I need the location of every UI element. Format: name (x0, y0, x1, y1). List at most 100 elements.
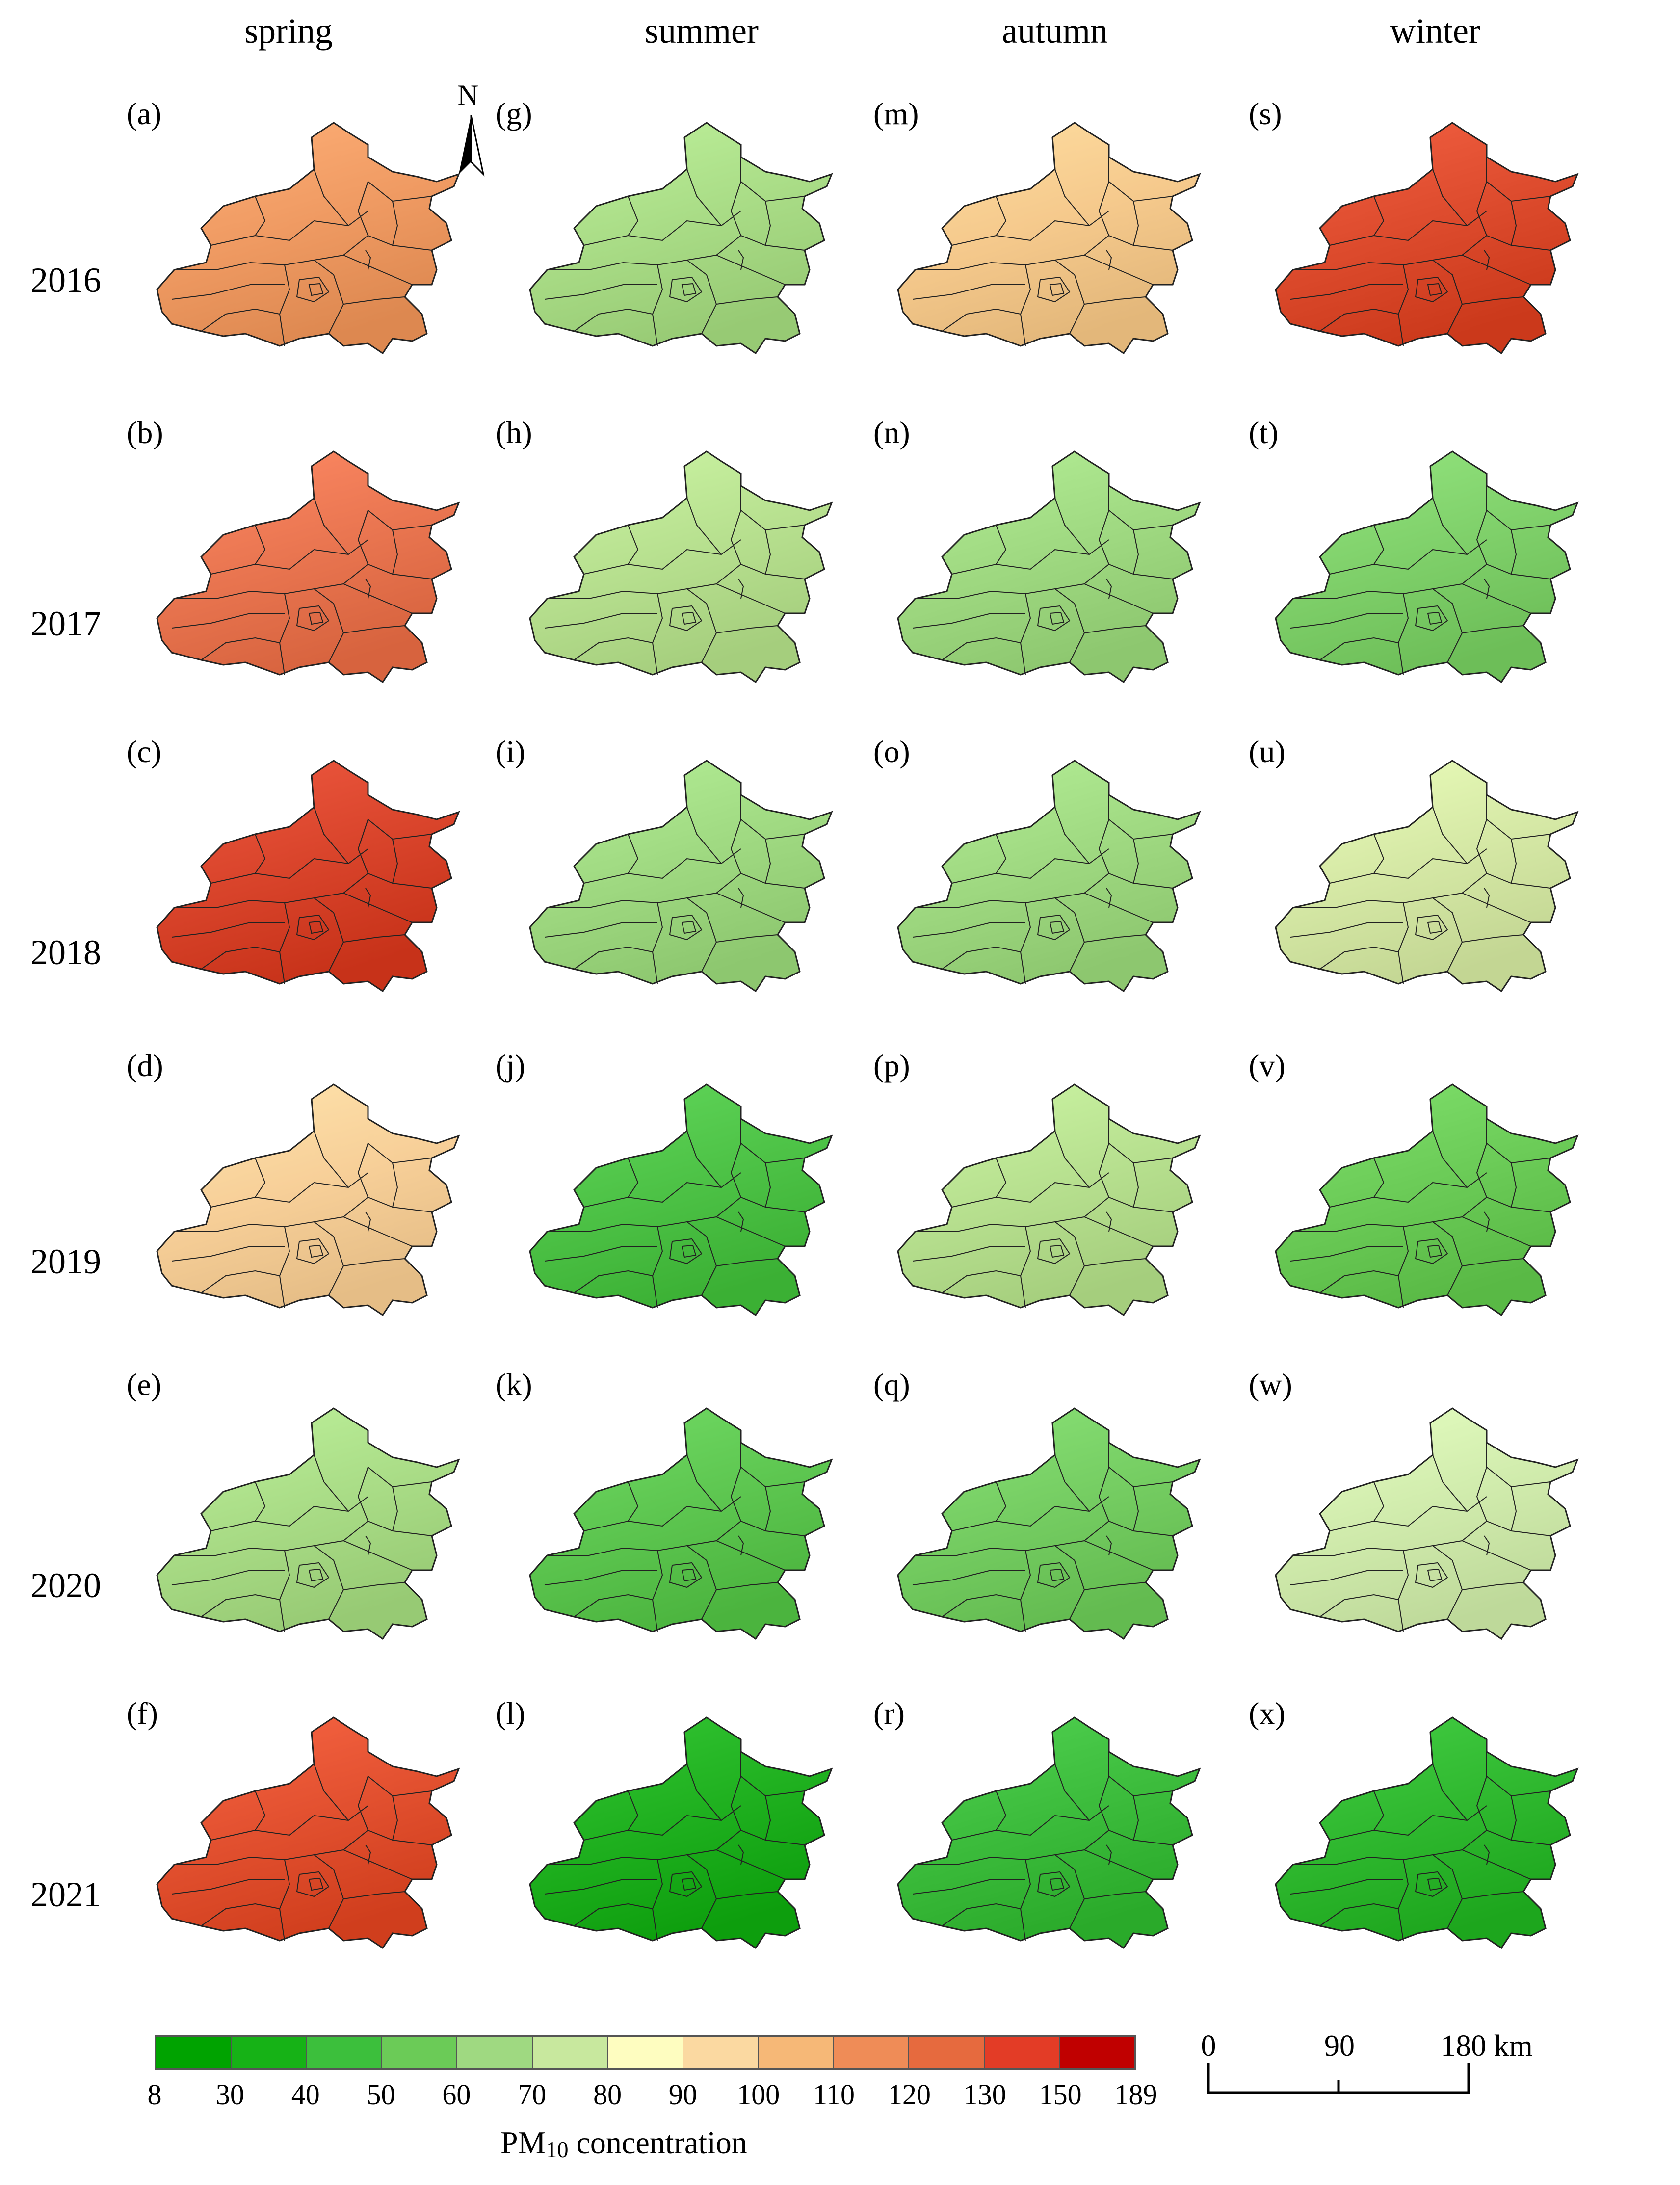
district-boundary (1462, 934, 1524, 943)
map-outline (897, 122, 1201, 355)
district-boundary (1133, 1795, 1139, 1841)
beijing-map (1275, 1083, 1579, 1316)
district-boundary (1054, 1854, 1085, 1929)
district-boundary (1427, 1877, 1443, 1891)
beijing-map (156, 122, 460, 355)
district-boundary (1108, 157, 1173, 202)
district-boundary (1432, 498, 1468, 555)
district-boundary (1397, 1550, 1409, 1632)
district-boundary (942, 1594, 1021, 1617)
district-boundary (1084, 1849, 1154, 1880)
district-boundary (1432, 897, 1463, 972)
district-boundary (669, 1871, 703, 1897)
district-boundary (1329, 211, 1487, 246)
beijing-map (897, 122, 1201, 355)
district-boundary (365, 888, 371, 908)
district-boundary (912, 922, 1025, 938)
district-boundary (1319, 637, 1399, 660)
district-boundary (1319, 1270, 1399, 1293)
district-boundary (912, 1879, 1025, 1895)
district-boundary (628, 196, 639, 236)
district-boundary (912, 613, 1025, 629)
district-boundary (1373, 196, 1385, 236)
district-boundary (1319, 308, 1399, 332)
district-boundary (1133, 1486, 1139, 1531)
district-boundary (1020, 902, 1031, 984)
district-boundary (1084, 583, 1154, 614)
district-boundary (1462, 255, 1531, 285)
district-boundary (201, 946, 280, 970)
district-boundary (1432, 807, 1468, 864)
panel-label: (w) (1249, 1367, 1292, 1402)
district-boundary (308, 1877, 324, 1891)
district-boundary (1049, 1877, 1065, 1891)
district-boundary (738, 579, 744, 599)
district-boundary (279, 593, 290, 675)
district-boundary (686, 169, 722, 226)
district-boundary (996, 1790, 1007, 1831)
district-boundary (1397, 264, 1409, 346)
district-boundary (765, 201, 771, 246)
map-outline (529, 1716, 833, 1949)
district-boundary (716, 1258, 778, 1266)
district-boundary (716, 1891, 778, 1899)
district-boundary (628, 1481, 639, 1522)
district-boundary (279, 902, 290, 984)
district-boundary (583, 848, 741, 884)
panel-label: (k) (496, 1367, 532, 1402)
district-boundary (296, 605, 330, 632)
legend-color-cell (231, 2037, 307, 2068)
district-boundary (1106, 1535, 1112, 1556)
district-boundary (738, 1844, 744, 1865)
district-boundary (652, 1859, 663, 1941)
district-boundary (1462, 893, 1531, 923)
district-boundary (1108, 795, 1173, 840)
district-boundary (583, 211, 741, 246)
district-boundary (1049, 1244, 1065, 1258)
legend-tick-label: 80 (593, 2079, 622, 2110)
district-boundary (681, 611, 697, 625)
district-boundary (314, 897, 344, 972)
district-boundary (765, 1795, 771, 1841)
district-boundary (716, 1582, 778, 1590)
panel-label: (j) (496, 1048, 525, 1083)
district-boundary (951, 211, 1109, 246)
legend-title-sub: 10 (546, 2137, 569, 2162)
district-boundary (314, 1854, 344, 1929)
district-boundary (583, 1496, 741, 1531)
district-boundary (314, 260, 344, 334)
district-boundary (392, 1162, 398, 1208)
district-boundary (681, 1877, 697, 1891)
scale-tick-90: 90 (1324, 2029, 1355, 2063)
legend-color-cell (984, 2037, 1060, 2068)
legend-title-rest: concentration (568, 2125, 747, 2160)
district-boundary (1290, 1246, 1403, 1262)
district-boundary (1084, 625, 1146, 633)
district-boundary (1084, 1540, 1154, 1571)
beijing-map (529, 122, 833, 355)
district-boundary (1084, 893, 1154, 923)
legend-color-cell (1060, 2037, 1134, 2068)
beijing-map (156, 1716, 460, 1949)
panel-label: (p) (873, 1048, 910, 1083)
district-boundary (740, 1752, 805, 1797)
district-boundary (365, 250, 371, 270)
district-boundary (1084, 1216, 1154, 1247)
district-boundary (912, 284, 1025, 300)
panel-label: (u) (1249, 734, 1286, 769)
legend-tick-label: 30 (215, 2079, 244, 2110)
map-outline (1275, 1083, 1579, 1316)
district-boundary (1037, 276, 1071, 303)
district-boundary (1373, 1481, 1385, 1522)
district-boundary (1415, 914, 1448, 941)
scale-tick-180: 180 km (1441, 2029, 1533, 2063)
district-boundary (1432, 169, 1468, 226)
district-boundary (652, 1226, 663, 1308)
district-boundary (681, 921, 697, 934)
district-boundary (343, 583, 413, 614)
panel-label: (s) (1249, 96, 1282, 131)
legend-color-cell (382, 2037, 458, 2068)
legend-color-cell (909, 2037, 985, 2068)
district-boundary (738, 1211, 744, 1232)
legend-color-cell (532, 2037, 608, 2068)
